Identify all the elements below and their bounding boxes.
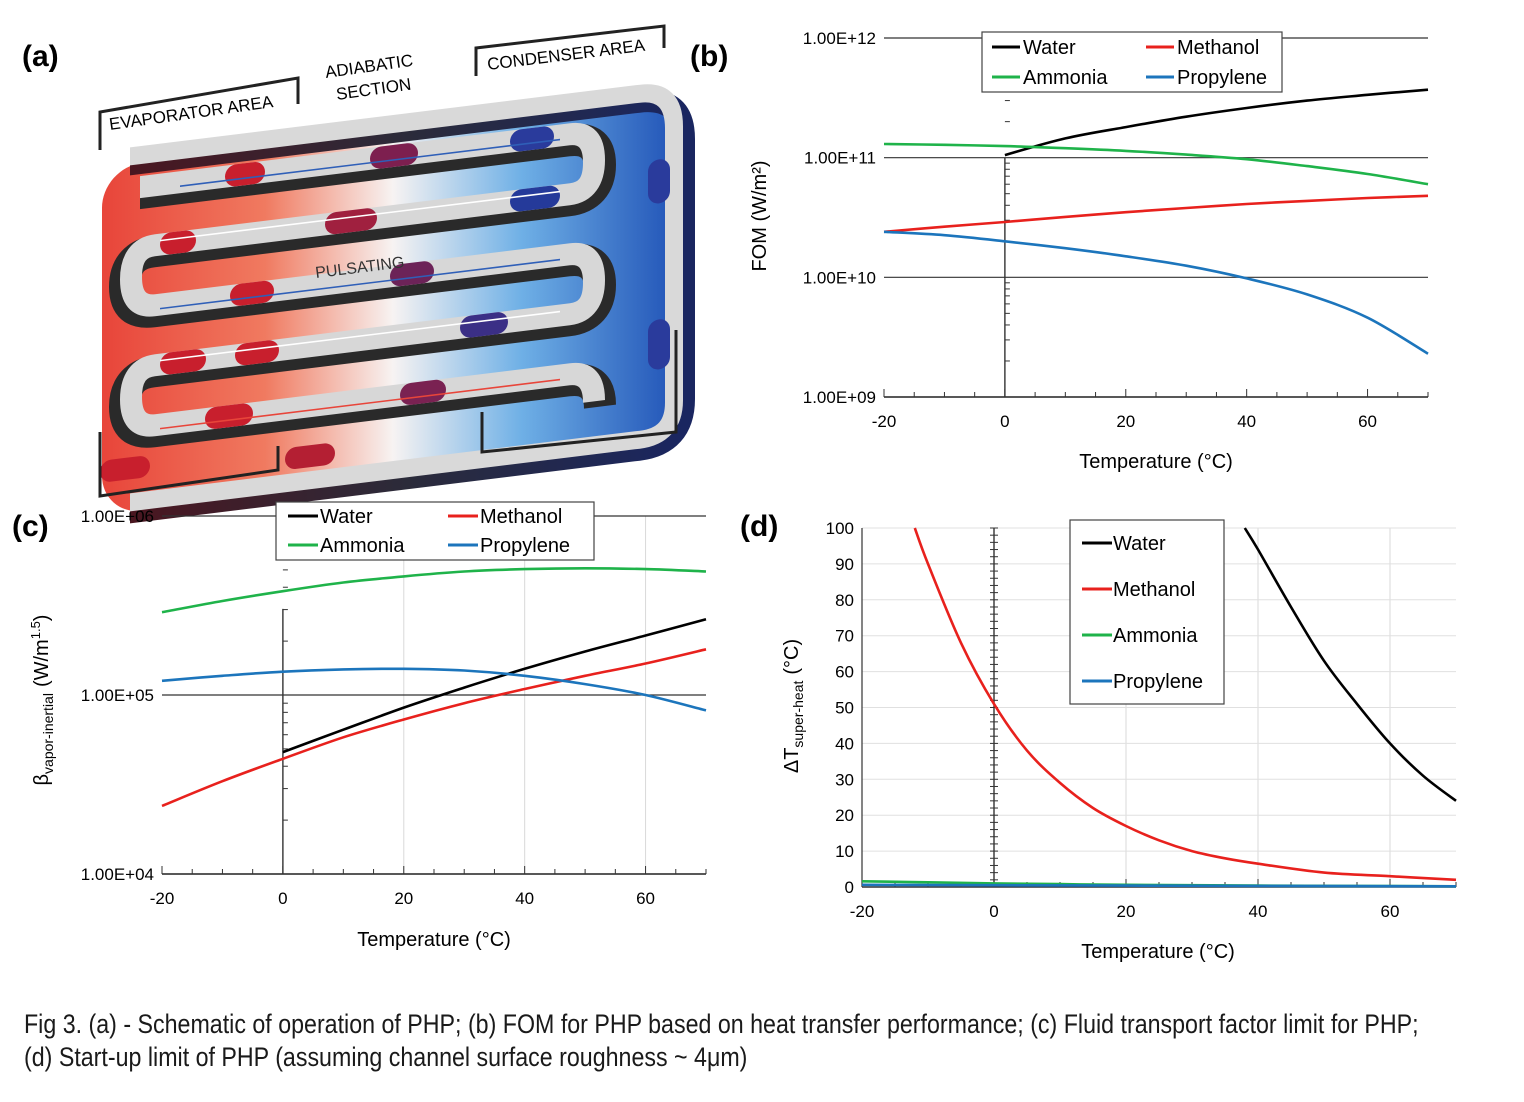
panel-a-label: (a) — [22, 40, 59, 73]
panel-d-xlabel: Temperature (°C) — [1081, 941, 1235, 963]
legend-d-propylene: Propylene — [1113, 671, 1203, 693]
legend-b-ammonia: Ammonia — [1023, 67, 1108, 89]
series-line-water — [1004, 88, 1429, 157]
condenser-bracket-bottom — [480, 330, 678, 454]
panel-d-ylabel: ΔTsuper-heat(°C) — [781, 639, 806, 773]
php-schematic: (a) — [22, 24, 695, 524]
legend-d-water: Water — [1113, 533, 1166, 555]
panel-c-chart: (c) 1.00E+04 1.00E+05 1.00E+06 -20 0 20 40 60 T… — [12, 501, 707, 951]
panel-b-xlabel: Temperature (°C) — [1079, 451, 1233, 473]
panel-d-legend: Water Methanol Ammonia Propylene — [1069, 519, 1225, 705]
y-tick-label: 100 — [826, 519, 854, 538]
series-line-propylene — [883, 230, 1429, 355]
x-tick-label: 40 — [1237, 412, 1256, 431]
panel-c-label: (c) — [12, 510, 49, 543]
y-tick-label: 1.00E+06 — [81, 507, 154, 526]
panel-b-chart: (b) 1.00E+09 1.00E+10 1.00E+11 1.00E+12 -20 0… — [690, 29, 1429, 473]
flow-arrows — [160, 138, 560, 430]
panel-d-chart: (d) 0 10 20 30 40 50 60 70 80 90 100 -20 0 20 40 60 Tem… — [740, 510, 1457, 963]
caption-line-1: Fig 3. (a) - Schematic of operation of P… — [24, 1009, 1419, 1039]
evaporator-area-label: EVAPORATOR AREA — [108, 92, 275, 134]
x-tick-label: 0 — [989, 902, 998, 921]
y-tick-label: 0 — [845, 878, 854, 897]
x-tick-label: 60 — [1358, 412, 1377, 431]
series-line-methanol — [883, 194, 1429, 234]
x-tick-label: 40 — [515, 889, 534, 908]
liquid-slugs — [100, 126, 670, 482]
evaporator-bracket-bottom — [98, 432, 280, 498]
x-tick-label: 60 — [1381, 902, 1400, 921]
legend-d-ammonia: Ammonia — [1113, 625, 1198, 647]
x-tick-label: -20 — [150, 889, 175, 908]
plot-b-area: 1.00E+09 1.00E+10 1.00E+11 1.00E+12 -20 0 20 40… — [803, 29, 1429, 431]
series-line-propylene — [861, 883, 1457, 888]
condenser-bracket — [474, 24, 666, 76]
series-line-methanol — [913, 527, 1457, 882]
series-line-methanol — [161, 648, 707, 808]
legend-b-methanol: Methanol — [1177, 37, 1259, 59]
php-channel — [120, 122, 605, 437]
panel-b-legend: Water Methanol Ammonia Propylene — [981, 31, 1283, 93]
panel-c-legend: Water Methanol Ammonia Propylene — [275, 501, 595, 561]
x-tick-label: 20 — [1116, 412, 1135, 431]
y-tick-label: 1.00E+10 — [803, 268, 876, 287]
x-tick-label: 60 — [636, 889, 655, 908]
caption-line-2: (d) Start-up limit of PHP (assuming chan… — [24, 1042, 748, 1072]
x-tick-label: 20 — [394, 889, 413, 908]
x-tick-label: -20 — [872, 412, 897, 431]
y-tick-label: 1.00E+09 — [803, 388, 876, 407]
y-tick-label: 60 — [835, 663, 854, 682]
y-tick-label: 1.00E+12 — [803, 29, 876, 48]
php-outer-tube — [130, 84, 683, 512]
legend-b-propylene: Propylene — [1177, 67, 1267, 89]
y-tick-label: 90 — [835, 555, 854, 574]
y-tick-label: 20 — [835, 806, 854, 825]
series-line-water — [282, 617, 707, 754]
x-tick-label: 20 — [1117, 902, 1136, 921]
series-line-ammonia — [883, 142, 1429, 186]
legend-c-ammonia: Ammonia — [320, 535, 405, 557]
y-tick-label: 1.00E+05 — [81, 686, 154, 705]
evaporator-bracket — [98, 76, 300, 150]
y-tick-label: 1.00E+04 — [81, 865, 154, 884]
y-tick-label: 70 — [835, 627, 854, 646]
y-tick-label: 80 — [835, 591, 854, 610]
panel-b-label: (b) — [690, 40, 728, 73]
x-tick-label: 40 — [1249, 902, 1268, 921]
y-tick-label: 50 — [835, 699, 854, 718]
panel-d-label: (d) — [740, 510, 778, 543]
plot-c-area: 1.00E+04 1.00E+05 1.00E+06 -20 0 20 40 60 — [81, 507, 707, 908]
series-line-ammonia — [161, 567, 707, 614]
condenser-area-label: CONDENSER AREA — [486, 36, 646, 74]
x-tick-label: -20 — [850, 902, 875, 921]
legend-c-propylene: Propylene — [480, 535, 570, 557]
panel-b-ylabel: FOM (W/m²) — [749, 160, 771, 271]
y-tick-label: 10 — [835, 842, 854, 861]
series-line-water — [1243, 527, 1457, 802]
legend-c-water: Water — [320, 506, 373, 528]
y-tick-label: 30 — [835, 770, 854, 789]
panel-c-ylabel: βvapor-inertial(W/m1.5) — [28, 615, 56, 786]
panel-c-xlabel: Temperature (°C) — [357, 929, 511, 951]
x-tick-label: 0 — [278, 889, 287, 908]
x-tick-label: 0 — [1000, 412, 1009, 431]
legend-c-methanol: Methanol — [480, 506, 562, 528]
plot-d-area: 0 10 20 30 40 50 60 70 80 90 100 -20 0 20 40 60 — [826, 519, 1457, 921]
series-line-propylene — [161, 667, 707, 712]
y-tick-label: 40 — [835, 734, 854, 753]
figure-caption: Fig 3. (a) - Schematic of operation of P… — [24, 1008, 1419, 1074]
legend-d-methanol: Methanol — [1113, 579, 1195, 601]
legend-b-water: Water — [1023, 37, 1076, 59]
y-tick-label: 1.00E+11 — [804, 149, 876, 168]
